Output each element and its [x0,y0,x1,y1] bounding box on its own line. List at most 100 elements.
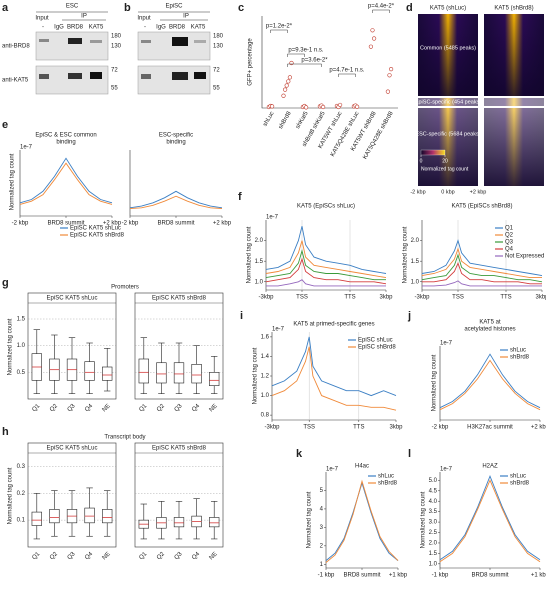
series-line [421,239,543,277]
lane-label: KAT5 [89,25,104,31]
plot-title: ESC-specific [159,133,193,139]
blots [35,11,211,95]
panel-label: e [2,119,8,131]
legend-label: shLuc [510,474,526,480]
legend-label: shBrd8 [378,481,398,487]
data-point [286,79,291,84]
blot-ip: IP [81,14,87,20]
y-tick-label: 4.5 [429,488,438,494]
blot-group: ESC [66,4,79,10]
x-tick-label: -2 kbp [432,425,449,431]
y-tick-label: 3.5 [429,509,438,515]
p-value: p=4.7e-1 n.s. [329,68,365,74]
axes [19,150,112,217]
panel-label: l [408,448,411,460]
plot-title: EpiSC & ESC common [35,133,96,139]
category-label: Q2 [156,403,166,413]
bracket [338,73,356,77]
group-label: ESC-specific (5684 peaks) [415,131,480,137]
y-tick-label: 0.2 [17,491,26,497]
plot-title: H4ac [355,464,369,470]
y-tick-label: 1.0 [429,561,438,567]
panel-label: i [240,310,243,322]
axis-offset: 1e-7 [20,145,33,151]
category-label: Q1 [31,551,41,561]
lane-label: BRD8 [169,25,186,31]
series-line [266,279,386,287]
blot-input: Input [35,16,49,22]
category-label: Q3 [67,403,77,413]
plot-frame [134,292,224,400]
box [138,358,149,384]
y-tick-label: 2 [320,543,324,549]
p-value: p=9.3e-1 n.s. [288,48,324,54]
y-tick-label: 1.5 [411,259,420,265]
x-tick-label: 3kbp [379,295,393,301]
legend-label: Q1 [505,226,514,232]
y-tick-label: 5 [320,488,324,494]
legend-label: shLuc [510,348,526,354]
y-tick-label: 0.8 [261,413,270,419]
plot-frame [27,442,117,548]
y-axis-label: Normalized tag count [8,467,14,524]
y-tick-label: 1.0 [261,393,270,399]
panel-title: Transcript body [104,435,145,441]
category-label: Q2 [49,551,59,561]
box [31,511,42,526]
category-label: NE [102,551,112,561]
marker-label: 180 [213,34,224,40]
axis-offset: 1e-7 [272,327,285,333]
panel-label: j [407,310,411,322]
y-tick-label: 3.0 [429,520,438,526]
lane-label: IgG [54,25,64,31]
row-label: anti-KAT5 [2,78,29,84]
bracket [287,53,305,57]
y-tick-label: 2.0 [429,541,438,547]
plot-title: EpiSC KAT5 shLuc [47,296,98,302]
data-point [289,60,294,66]
data-point [283,87,288,92]
y-tick-label: 3 [320,525,324,531]
y-tick-label: 1.4 [261,354,270,360]
y-axis-label: Normalized tag count [247,226,253,283]
y-axis-label: Normalized tag count [403,226,409,283]
y-tick-label: 1.0 [255,279,264,285]
data-point [287,75,293,80]
legend-label: shBrd8 [510,355,530,361]
box [191,364,202,384]
x-tick-label: 3kbp [535,295,546,301]
y-tick-label: 1.0 [17,343,26,349]
plot-title: EpiSC KAT5 shBrd8 [152,296,207,302]
category-label: Q4 [84,551,94,561]
series-line [422,261,542,285]
category-label: Q3 [67,551,77,561]
plot-title: binding [166,140,185,146]
axis-offset: 1e-7 [440,467,453,473]
marker-label: 72 [111,68,118,74]
x-tick-label: TTS [500,295,511,301]
lane-label: KAT5 [191,25,206,31]
y-tick-label: 2.0 [255,238,264,244]
box [84,507,95,524]
y-tick-label: 1 [320,562,324,568]
series-line [325,479,399,563]
category-label: Q4 [84,403,94,413]
box [173,517,185,528]
x-tick-label: -2 kbp [12,221,29,227]
panel-label: d [406,2,413,14]
panel-label: a [2,2,9,14]
x-tick-label: BRD8 summit [47,221,84,227]
x-tick-label: +1 kbp [531,573,546,579]
data-point [321,104,326,110]
series-line [265,249,386,281]
legend-label: EpiSC shBrd8 [358,345,396,351]
marker-label: 130 [213,44,224,50]
category-label: shKat5 [295,110,310,130]
legend-label: EpiSC KAT5 shBrd8 [70,233,125,239]
x-tick-label: -2 kbp [410,189,425,195]
y-tick-label: 1.6 [261,334,270,340]
data-point [281,93,286,98]
legend-label: Q2 [505,233,514,239]
box [102,366,113,381]
